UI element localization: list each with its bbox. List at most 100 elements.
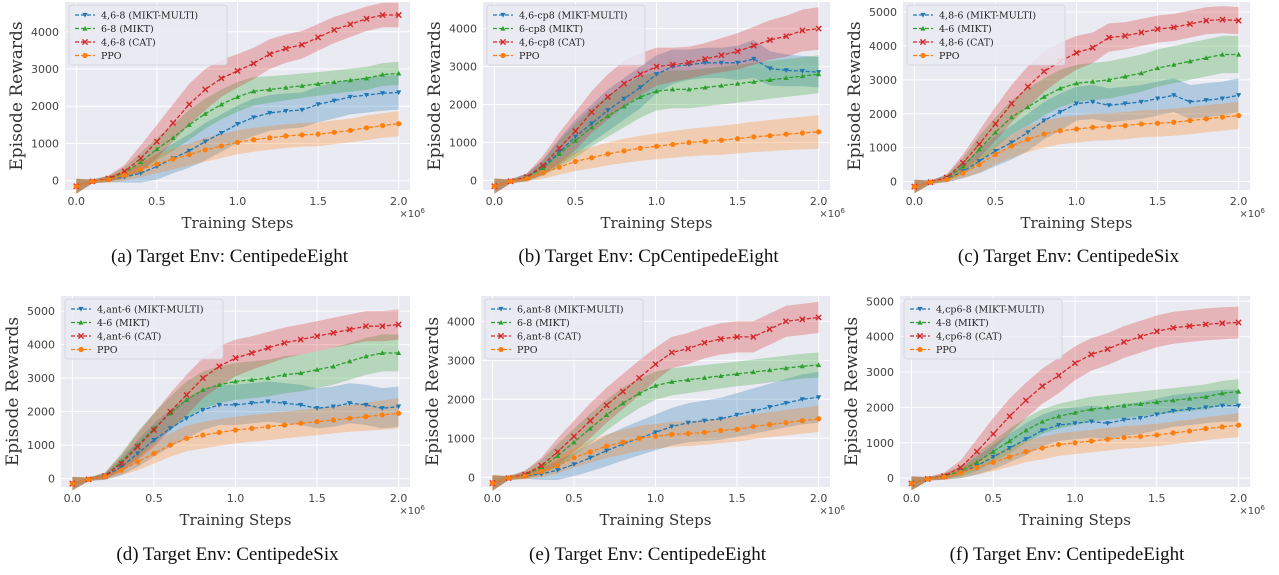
data-point <box>1122 101 1128 107</box>
data-point <box>976 141 983 148</box>
data-point <box>281 422 288 428</box>
y-tick-label: 1000 <box>869 142 897 155</box>
legend-entry: 4-6 (MIKT) <box>97 318 150 329</box>
data-point <box>927 179 934 185</box>
data-point <box>1089 44 1096 51</box>
data-point <box>1154 412 1160 418</box>
legend-entry: PPO <box>936 345 957 356</box>
data-point <box>1171 93 1177 98</box>
data-point <box>267 86 273 92</box>
x-tick-label: 0.0 <box>486 195 504 208</box>
marker-stroke <box>702 55 709 63</box>
data-point <box>701 418 708 424</box>
data-point <box>652 361 659 368</box>
series-line <box>76 14 399 187</box>
series-band <box>494 7 819 194</box>
data-point <box>249 377 255 382</box>
data-point <box>202 147 208 153</box>
marker-stroke <box>783 33 790 40</box>
data-point <box>1106 103 1112 108</box>
data-point <box>734 412 740 418</box>
data-point <box>363 402 369 408</box>
data-point <box>685 377 691 382</box>
data-point <box>1121 434 1127 441</box>
marker-stroke <box>572 128 579 135</box>
data-point <box>1056 423 1062 428</box>
marker-stroke <box>1006 413 1013 420</box>
data-point <box>1008 100 1015 107</box>
data-point <box>685 420 691 426</box>
data-point <box>363 15 370 22</box>
data-point <box>135 459 141 465</box>
data-point <box>1073 101 1080 107</box>
legend-marker <box>498 346 504 353</box>
data-point <box>315 34 322 41</box>
marker-stroke <box>653 63 660 70</box>
x-tick-label: 1.5 <box>1149 195 1167 208</box>
legend-marker <box>82 52 88 59</box>
legend-marker <box>77 332 85 340</box>
data-point <box>1138 121 1144 127</box>
data-point <box>489 480 496 486</box>
data-point <box>620 439 626 445</box>
legend-entry: 4,ant-6 (CAT) <box>97 332 161 343</box>
data-point <box>974 459 980 465</box>
data-point <box>199 375 206 382</box>
data-point <box>702 55 709 63</box>
x-scale-label: ×106 <box>819 504 845 517</box>
data-point <box>973 448 980 455</box>
data-point <box>1071 360 1079 367</box>
data-point <box>281 339 288 347</box>
data-point <box>783 401 789 406</box>
legend-entry: 6,ant-8 (MIKT-MULTI) <box>517 305 624 316</box>
data-point <box>169 119 177 127</box>
marker-stroke <box>199 375 206 382</box>
data-point <box>1106 124 1112 130</box>
marker-stroke <box>718 52 725 59</box>
data-point <box>653 72 660 77</box>
data-point <box>1203 55 1209 60</box>
legend-entry: 4,8-6 (CAT) <box>939 38 994 49</box>
data-point <box>1040 68 1048 75</box>
series-lines <box>489 314 822 487</box>
data-point <box>572 138 579 143</box>
legend: 4,cp6-8 (MIKT-MULTI) 4-8 (MIKT) 4,cp6-8 (C… <box>903 298 1063 360</box>
data-point <box>766 36 774 44</box>
legend-entry: PPO <box>939 51 960 62</box>
data-point <box>183 391 190 398</box>
legend-marker <box>920 12 926 18</box>
data-point <box>1235 388 1242 394</box>
data-point <box>1154 399 1160 405</box>
marker-stroke <box>331 26 338 34</box>
data-point <box>1009 140 1015 146</box>
data-point <box>653 63 660 70</box>
data-point <box>248 349 255 357</box>
marker-stroke <box>669 61 676 68</box>
legend-box <box>64 298 224 360</box>
data-point <box>669 61 676 68</box>
x-scale-exponent: 6 <box>841 504 846 512</box>
marker-stroke <box>169 119 177 127</box>
y-axis-label: Episode Rewards <box>7 21 27 170</box>
data-point <box>538 468 544 475</box>
data-point <box>150 426 158 434</box>
panel-c: 0.0 0.5 1.0 1.5 2.0 0 1000 2000 3000 4000 5000 ×106… <box>845 2 1266 267</box>
marker-stroke <box>685 59 693 66</box>
data-point <box>183 416 190 421</box>
data-point <box>538 462 545 469</box>
data-point <box>298 370 304 376</box>
marker-stroke <box>395 11 402 19</box>
data-point <box>1154 96 1161 102</box>
legend: 4,6-8 (MIKT-MULTI) 6-8 (MIKT) 4,6-8 (CAT) P… <box>68 4 228 66</box>
data-point <box>603 412 610 417</box>
data-point <box>733 333 741 341</box>
marker-stroke <box>815 314 822 321</box>
data-point <box>1055 372 1062 379</box>
data-point <box>718 416 724 422</box>
data-point <box>347 415 353 421</box>
data-point <box>507 178 514 184</box>
marker-stroke <box>990 430 997 438</box>
marker-stroke <box>717 335 724 342</box>
data-point <box>1153 328 1160 335</box>
marker-stroke <box>685 345 692 352</box>
